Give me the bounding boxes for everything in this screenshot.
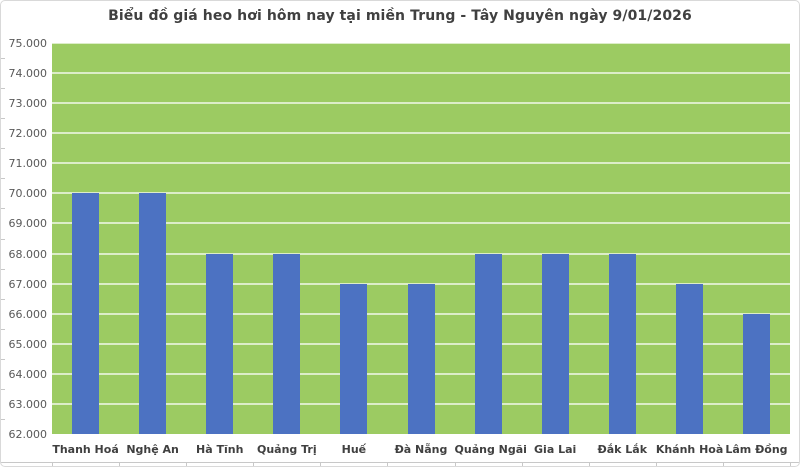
x-axis-tick bbox=[655, 462, 657, 466]
y-tick-label: 69.000 bbox=[8, 217, 48, 231]
x-axis-tick bbox=[52, 462, 53, 466]
bar-1 bbox=[139, 193, 167, 434]
y-tick-label: 72.000 bbox=[8, 127, 48, 141]
x-axis-tick bbox=[186, 462, 188, 466]
y-axis-tick bbox=[1, 268, 5, 270]
gridline bbox=[52, 222, 790, 225]
y-tick-label: 70.000 bbox=[8, 187, 48, 201]
x-category-label: Gia Lai bbox=[534, 443, 577, 456]
x-category-label: Quảng Ngãi bbox=[454, 443, 527, 456]
gridline bbox=[52, 192, 790, 195]
gridline bbox=[52, 132, 790, 135]
y-tick-label: 67.000 bbox=[8, 277, 48, 291]
gridline bbox=[52, 252, 790, 255]
x-axis-tick bbox=[588, 462, 590, 466]
x-axis-tick bbox=[790, 462, 791, 466]
x-axis-tick bbox=[722, 462, 724, 466]
bar-9 bbox=[675, 283, 703, 434]
x-category-label: Hà Tĩnh bbox=[196, 443, 244, 456]
y-tick-label: 73.000 bbox=[8, 97, 48, 111]
y-tick-label: 62.000 bbox=[8, 428, 48, 441]
chart-title: Biểu đồ giá heo hơi hôm nay tại miền Tru… bbox=[108, 8, 692, 24]
y-axis-tick bbox=[1, 148, 5, 150]
y-tick-label: 64.000 bbox=[8, 367, 48, 381]
bar-4 bbox=[340, 283, 368, 434]
x-axis-tick bbox=[454, 462, 456, 466]
x-category-label: Đà Nẵng bbox=[394, 443, 448, 456]
y-axis-tick bbox=[1, 358, 5, 360]
x-category-label: Khánh Hoà bbox=[655, 443, 724, 456]
x-category-label: Quảng Trị bbox=[256, 443, 317, 456]
y-tick-label: 74.000 bbox=[8, 67, 48, 81]
y-axis-tick bbox=[1, 238, 5, 240]
y-tick-label: 63.000 bbox=[8, 397, 48, 411]
gridline bbox=[52, 162, 790, 165]
y-axis-tick bbox=[1, 208, 5, 210]
bar-5 bbox=[407, 283, 435, 434]
y-axis-tick bbox=[1, 178, 5, 180]
bar-0 bbox=[72, 193, 100, 434]
gridline bbox=[52, 72, 790, 75]
bar-7 bbox=[541, 253, 569, 434]
bar-2 bbox=[206, 253, 234, 434]
x-axis-tick bbox=[320, 462, 322, 466]
y-axis-tick bbox=[1, 328, 5, 330]
x-category-label: Lâm Đồng bbox=[725, 443, 788, 456]
bar-3 bbox=[273, 253, 301, 434]
x-axis-tick bbox=[119, 462, 121, 466]
y-tick-label: 75.000 bbox=[8, 37, 48, 50]
y-tick-label: 65.000 bbox=[8, 337, 48, 351]
y-axis-tick bbox=[1, 418, 5, 420]
x-axis-tick bbox=[253, 462, 255, 466]
x-axis-line bbox=[1, 462, 799, 463]
bar-8 bbox=[608, 253, 636, 434]
y-axis-tick bbox=[1, 88, 5, 90]
x-category-label: Nghệ An bbox=[126, 443, 179, 456]
y-axis-tick bbox=[1, 118, 5, 120]
x-category-label: Đắk Lắk bbox=[597, 443, 648, 456]
y-axis-tick bbox=[1, 58, 5, 60]
plot-area bbox=[52, 42, 790, 434]
bar-10 bbox=[742, 313, 770, 434]
x-axis-tick bbox=[387, 462, 389, 466]
x-axis-tick bbox=[521, 462, 523, 466]
gridline bbox=[52, 102, 790, 105]
y-tick-label: 66.000 bbox=[8, 307, 48, 321]
y-axis-tick bbox=[1, 388, 5, 390]
gridline bbox=[52, 282, 790, 285]
y-axis-tick bbox=[1, 298, 5, 300]
y-tick-label: 68.000 bbox=[8, 247, 48, 261]
y-tick-label: 71.000 bbox=[8, 157, 48, 171]
gridline bbox=[52, 42, 790, 44]
x-category-label: Huế bbox=[341, 443, 367, 456]
x-category-label: Thanh Hoá bbox=[52, 443, 119, 456]
bar-6 bbox=[474, 253, 502, 434]
